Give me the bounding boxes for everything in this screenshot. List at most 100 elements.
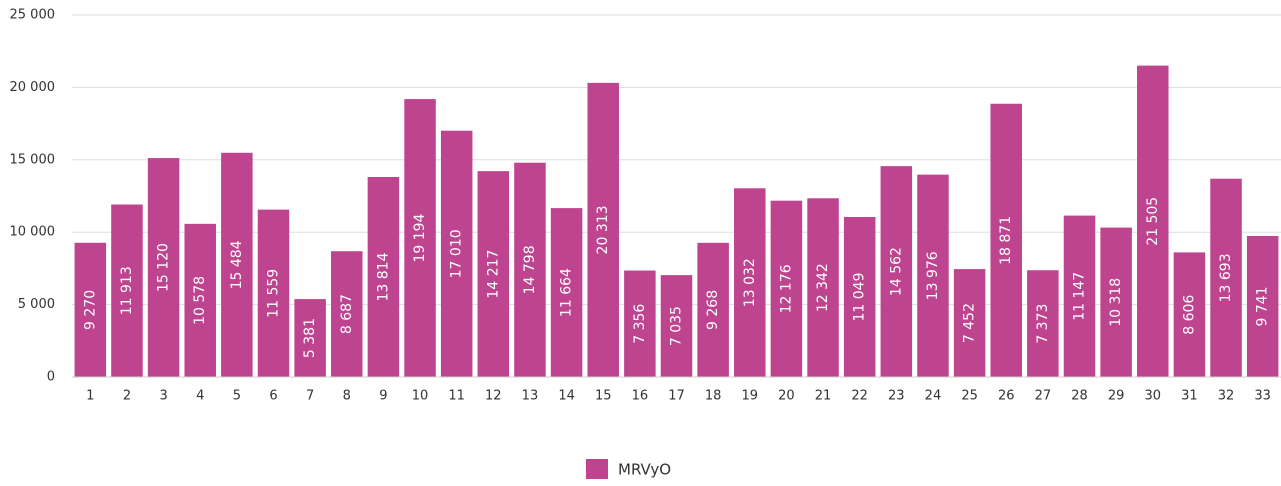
value-label: 13 814 xyxy=(375,252,391,301)
bar xyxy=(807,198,839,377)
x-tick-label: 26 xyxy=(998,389,1015,404)
x-tick-label: 9 xyxy=(379,389,387,404)
value-label: 11 049 xyxy=(852,273,868,322)
x-tick-label: 15 xyxy=(595,389,612,404)
y-tick-label: 5 000 xyxy=(18,297,55,312)
value-label: 20 313 xyxy=(595,205,611,254)
bar xyxy=(1173,252,1206,377)
value-label: 7 373 xyxy=(1035,304,1051,344)
value-label: 13 976 xyxy=(925,251,941,300)
value-label: 5 381 xyxy=(302,318,318,358)
bar xyxy=(367,176,400,377)
x-tick-label: 20 xyxy=(778,389,795,404)
value-label: 19 194 xyxy=(412,213,428,262)
bar xyxy=(147,158,180,377)
bar xyxy=(917,174,949,377)
x-tick-label: 10 xyxy=(412,389,429,404)
x-tick-label: 2 xyxy=(123,389,131,404)
value-label: 13 693 xyxy=(1218,253,1234,302)
bar xyxy=(624,270,656,377)
x-tick-label: 25 xyxy=(961,389,978,404)
value-label: 11 559 xyxy=(266,269,282,318)
value-label: 11 913 xyxy=(119,266,135,315)
value-label: 7 452 xyxy=(962,303,978,343)
value-label: 11 664 xyxy=(559,268,575,317)
x-tick-label: 14 xyxy=(558,389,575,404)
x-tick-label: 11 xyxy=(448,389,465,404)
x-tick-label: 31 xyxy=(1181,389,1198,404)
bar xyxy=(880,166,913,377)
x-tick-label: 6 xyxy=(269,389,277,404)
bar xyxy=(697,242,729,377)
bar xyxy=(1027,270,1059,377)
x-tick-label: 13 xyxy=(522,389,539,404)
value-label: 7 356 xyxy=(632,304,648,344)
bar xyxy=(221,152,253,377)
value-label: 10 578 xyxy=(192,276,208,325)
bar xyxy=(74,242,107,377)
value-label: 9 270 xyxy=(82,290,98,330)
value-label: 11 147 xyxy=(1072,272,1088,321)
x-tick-label: 30 xyxy=(1144,389,1161,404)
bar xyxy=(990,103,1022,377)
bar xyxy=(440,130,473,377)
y-tick-label: 25 000 xyxy=(10,8,56,23)
bar xyxy=(587,82,619,377)
bar xyxy=(404,99,436,378)
x-tick-label: 16 xyxy=(632,389,649,404)
value-label: 15 484 xyxy=(229,240,245,289)
x-tick-label: 21 xyxy=(815,389,832,404)
bar xyxy=(111,204,143,377)
value-label: 9 741 xyxy=(1255,286,1271,326)
x-tick-label: 33 xyxy=(1254,389,1271,404)
bar xyxy=(1063,215,1096,377)
value-label: 12 176 xyxy=(778,264,794,313)
bar xyxy=(514,162,546,377)
value-label: 10 318 xyxy=(1108,278,1124,327)
bar xyxy=(1137,65,1169,377)
value-label: 17 010 xyxy=(449,229,465,278)
x-tick-label: 19 xyxy=(741,389,758,404)
bar xyxy=(1100,227,1132,377)
value-label: 7 035 xyxy=(669,306,685,346)
x-tick-label: 17 xyxy=(668,389,685,404)
x-tick-label: 27 xyxy=(1035,389,1052,404)
bar xyxy=(660,275,693,377)
value-label: 8 606 xyxy=(1181,295,1197,335)
bar xyxy=(550,208,583,377)
x-tick-label: 3 xyxy=(159,389,167,404)
y-tick-label: 20 000 xyxy=(10,80,56,95)
bar xyxy=(1246,235,1279,377)
value-label: 18 871 xyxy=(998,216,1014,265)
bar xyxy=(294,299,326,377)
legend-label: MRVyO xyxy=(618,461,671,479)
bar xyxy=(477,171,510,377)
x-tick-label: 18 xyxy=(705,389,722,404)
y-tick-label: 10 000 xyxy=(10,225,56,240)
bar xyxy=(734,188,766,377)
x-tick-label: 28 xyxy=(1071,389,1088,404)
x-tick-label: 12 xyxy=(485,389,502,404)
x-tick-label: 22 xyxy=(851,389,868,404)
value-label: 14 798 xyxy=(522,245,538,294)
bar xyxy=(184,223,216,377)
x-tick-label: 5 xyxy=(233,389,241,404)
bar xyxy=(331,251,363,377)
x-tick-label: 1 xyxy=(86,389,94,404)
bar xyxy=(257,209,290,377)
x-tick-label: 29 xyxy=(1108,389,1125,404)
value-label: 8 687 xyxy=(339,294,355,334)
value-label: 12 342 xyxy=(815,263,831,312)
value-label: 14 217 xyxy=(485,250,501,299)
x-tick-label: 4 xyxy=(196,389,204,404)
x-tick-label: 7 xyxy=(306,389,314,404)
value-label: 14 562 xyxy=(888,247,904,296)
y-tick-label: 0 xyxy=(47,370,55,385)
value-label: 15 120 xyxy=(156,243,172,292)
x-tick-label: 32 xyxy=(1218,389,1235,404)
legend-swatch xyxy=(586,459,608,479)
y-tick-label: 15 000 xyxy=(10,152,56,167)
value-label: 21 505 xyxy=(1145,197,1161,246)
bar xyxy=(770,200,803,377)
x-tick-label: 24 xyxy=(925,389,942,404)
